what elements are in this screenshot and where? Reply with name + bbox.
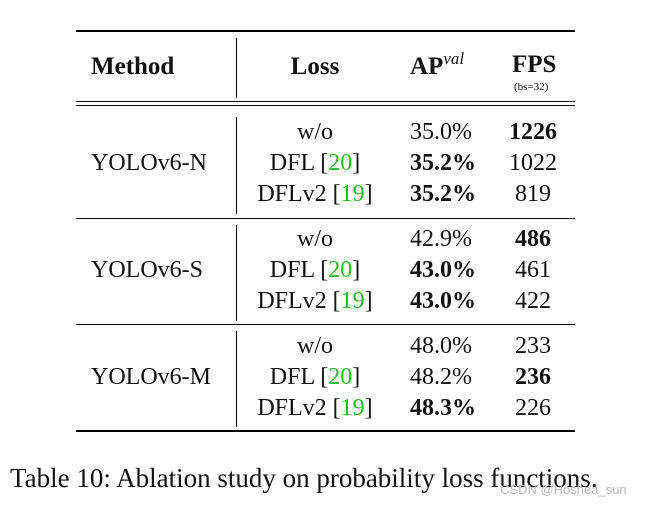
loss-cell: w/o [297, 226, 333, 252]
fps-value: 226 [515, 395, 551, 421]
ap-value: 35.2% [410, 150, 476, 176]
loss-cell: DFL [20] [269, 257, 361, 283]
citation-link[interactable]: 19 [340, 288, 365, 314]
fps-value: 1226 [509, 119, 557, 145]
citation-link[interactable]: 20 [328, 364, 353, 390]
fps-value: 819 [515, 181, 551, 207]
group-divider-3 [236, 331, 237, 427]
ap-value: 43.0% [410, 288, 476, 314]
ap-value: 35.2% [410, 181, 476, 207]
top-rule [76, 30, 575, 32]
ap-value: 48.2% [410, 364, 472, 390]
loss-cell: w/o [297, 333, 333, 359]
group-rule-2 [76, 324, 575, 325]
fps-value: 1022 [509, 150, 557, 176]
fps-value: 236 [515, 364, 551, 390]
ap-value: 35.0% [410, 119, 472, 145]
loss-name: DFLv2 [257, 288, 327, 314]
fps-value: 486 [515, 226, 551, 252]
loss-cell: DFL [20] [269, 364, 361, 390]
loss-cell: DFLv2 [19] [257, 395, 373, 421]
header-fps-note: (bs=32) [514, 81, 549, 93]
loss-name: DFL [269, 257, 315, 283]
ap-value: 48.3% [410, 395, 476, 421]
header-fps: FPS [512, 51, 557, 78]
method-yolov6-m: YOLOv6-M [91, 364, 211, 390]
loss-name: DFL [269, 364, 315, 390]
loss-name: DFLv2 [257, 181, 327, 207]
method-yolov6-s: YOLOv6-S [91, 257, 203, 283]
header-method: Method [91, 53, 175, 80]
citation-link[interactable]: 20 [328, 150, 353, 176]
group-divider-2 [236, 225, 237, 321]
ap-value: 48.0% [410, 333, 472, 359]
bottom-rule [76, 430, 575, 432]
loss-name: DFL [269, 150, 315, 176]
citation-link[interactable]: 19 [340, 395, 365, 421]
loss-name: DFLv2 [257, 395, 327, 421]
citation-link[interactable]: 19 [340, 181, 365, 207]
loss-cell: DFLv2 [19] [257, 288, 373, 314]
table-caption: Table 10: Ablation study on probability … [10, 463, 598, 493]
fps-value: 233 [515, 333, 551, 359]
group-divider-1 [236, 117, 237, 214]
fps-value: 461 [515, 257, 551, 283]
loss-cell: DFLv2 [19] [257, 181, 373, 207]
ap-value: 43.0% [410, 257, 476, 283]
header-loss: Loss [290, 53, 340, 80]
fps-value: 422 [515, 288, 551, 314]
loss-cell: DFL [20] [269, 150, 361, 176]
group-rule-1 [76, 218, 575, 219]
header-rule-2 [76, 105, 575, 106]
header-rule-1 [76, 101, 575, 102]
loss-cell: w/o [297, 119, 333, 145]
header-ap: APval [410, 49, 465, 84]
ap-value: 42.9% [410, 226, 472, 252]
method-yolov6-n: YOLOv6-N [91, 150, 207, 176]
citation-link[interactable]: 20 [328, 257, 353, 283]
header-ap-superscript: val [443, 49, 465, 68]
watermark: CSDN @Hoshea_sun [500, 482, 627, 497]
header-divider [236, 38, 237, 98]
header-ap-text: AP [410, 53, 444, 80]
